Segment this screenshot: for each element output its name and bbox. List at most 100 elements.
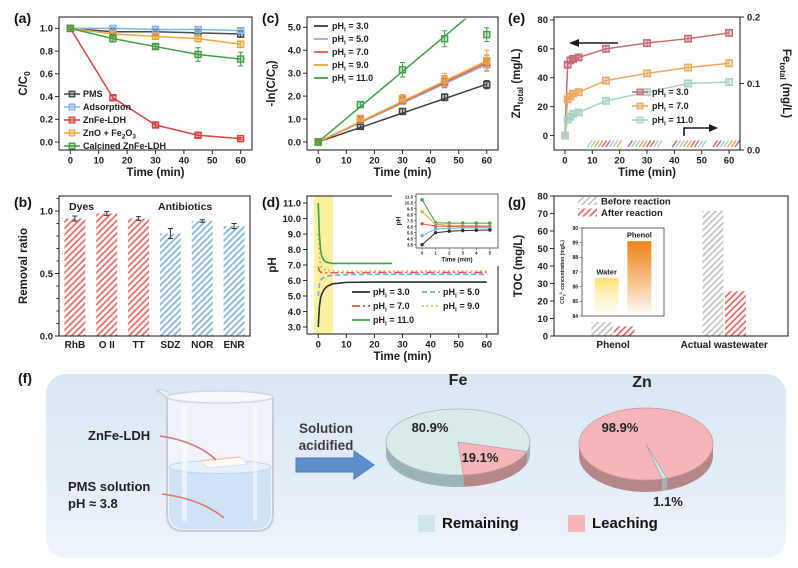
svg-text:11.0: 11.0 [283,198,301,209]
solution-acidified-line1: Solution [298,421,353,436]
svg-text:30: 30 [397,340,408,351]
panel-g-tag: (g) [508,194,526,210]
solution-acidified-label: Solution acidified [299,421,354,455]
pms-solution-label-line1: PMS solution [68,479,151,494]
svg-text:0.5: 0.5 [40,269,54,280]
svg-text:Calcined ZnFe-LDH: Calcined ZnFe-LDH [83,141,166,151]
svg-text:60: 60 [537,226,548,237]
svg-text:20: 20 [537,102,548,113]
svg-text:50: 50 [453,340,464,351]
pms-solution-label: PMS solution pH ≈ 3.8 [68,479,150,513]
svg-text:1: 1 [434,251,437,256]
svg-text:4.5: 4.5 [407,236,414,241]
svg-text:4.0: 4.0 [288,307,301,318]
svg-text:0: 0 [543,331,548,342]
svg-text:84: 84 [572,314,578,320]
svg-text:60: 60 [537,44,548,55]
svg-text:-ln(C/C0): -ln(C/C0) [266,60,280,106]
svg-text:0.0: 0.0 [747,145,760,156]
svg-text:7.0: 7.0 [288,260,301,271]
svg-text:0.8: 0.8 [40,46,53,57]
svg-text:pHi = 9.0: pHi = 9.0 [443,301,480,313]
svg-text:10.5: 10.5 [405,200,414,205]
svg-text:SDZ: SDZ [160,340,180,351]
panel-a: (a) 0 10 20 30 40 50 60 Time (min) 0.0 0.2 0.4 0.6 0… [12,6,258,180]
svg-text:90: 90 [572,226,578,232]
svg-text:10: 10 [587,156,598,167]
svg-text:30: 30 [642,156,653,167]
svg-text:Time (min): Time (min) [374,351,432,363]
svg-text:40: 40 [537,261,548,272]
panel-e-tag: (e) [508,10,526,26]
svg-text:After reaction: After reaction [601,208,663,219]
svg-text:10: 10 [537,314,548,325]
svg-text:1.0: 1.0 [288,114,301,125]
svg-text:C/C0: C/C0 [18,71,32,96]
panel-e-chart: 0 10 20 30 40 50 60 Time (min) 0 20 40 60 80 Zntotal … [511,12,792,179]
svg-text:70: 70 [537,209,548,220]
svg-text:40: 40 [537,73,548,84]
svg-text:89: 89 [572,240,578,246]
fe-pie-title: Fe [448,372,468,389]
svg-text:Zntotal (mg/L): Zntotal (mg/L) [511,48,525,118]
svg-text:0: 0 [562,156,567,167]
svg-text:7.5: 7.5 [407,218,414,223]
svg-text:Before reaction: Before reaction [601,197,671,208]
svg-text:0.0: 0.0 [40,331,53,342]
svg-text:60: 60 [481,156,492,167]
svg-text:Phenol: Phenol [596,340,630,351]
svg-text:CO32- concentration (mg/L): CO32- concentration (mg/L) [559,240,566,304]
svg-text:80: 80 [537,191,548,202]
svg-text:pHi = 7.0: pHi = 7.0 [652,101,689,113]
znfe-ldh-label: ZnFe-LDH [88,428,151,443]
svg-text:pHi = 9.0: pHi = 9.0 [332,60,369,72]
svg-text:5: 5 [489,251,492,256]
svg-text:11.5: 11.5 [405,194,414,199]
svg-text:3: 3 [462,251,465,256]
svg-text:pHi = 11.0: pHi = 11.0 [373,315,414,327]
svg-text:87: 87 [572,270,578,276]
svg-text:20: 20 [369,156,380,167]
svg-text:TT: TT [132,340,144,351]
svg-text:pHi = 5.0: pHi = 5.0 [332,34,369,46]
svg-text:Fetotal (mg/L): Fetotal (mg/L) [778,49,792,118]
panel-g: (g) Phenol Actual wastewater 0 10 20 30 40 50 60… [506,184,796,364]
pms-solution-label-line2: pH ≈ 3.8 [68,495,118,511]
svg-text:80: 80 [537,15,548,26]
svg-text:3.0: 3.0 [288,322,301,333]
svg-text:30: 30 [150,156,161,167]
svg-text:2.0: 2.0 [288,91,301,102]
svg-text:9.5: 9.5 [407,206,414,211]
svg-text:40: 40 [425,156,436,167]
panel-b: (b) RhB O II TT SDZ NOR ENR 0.0 0.5 1.0 Removal r… [12,184,258,364]
svg-text:pH: pH [267,257,279,272]
panel-c: (c) 0 10 20 30 40 50 60 Time (min) 0.0 1.0 2.0 3.0 4… [260,6,504,180]
legend-leaching-label: Leaching [592,515,658,532]
svg-text:0.0: 0.0 [288,137,301,148]
svg-text:0.2: 0.2 [40,115,53,126]
svg-text:30: 30 [537,279,548,290]
svg-text:88: 88 [572,255,578,261]
zn-leaching-pct: 98.9% [601,420,639,435]
svg-text:0.4: 0.4 [40,92,54,103]
svg-text:0.0: 0.0 [40,137,53,148]
svg-text:2: 2 [448,251,451,256]
svg-text:pHi = 11.0: pHi = 11.0 [332,73,373,85]
panel-c-tag: (c) [262,10,280,26]
svg-text:60: 60 [724,156,735,167]
svg-text:20: 20 [537,296,548,307]
svg-text:ZnFe-LDH: ZnFe-LDH [83,115,126,125]
svg-text:RhB: RhB [65,340,86,351]
legend-remaining-swatch [418,515,435,532]
svg-text:PMS: PMS [83,89,103,99]
svg-text:0: 0 [316,340,321,351]
svg-text:Time (min): Time (min) [441,257,472,264]
beaker-and-pies-illustration [155,389,714,532]
panel-d: (d) 0 10 20 30 40 50 60 Time (min) 3.0 4.0 5.0 6.0 7… [260,184,504,364]
svg-text:Water: Water [596,267,617,276]
svg-text:8.0: 8.0 [288,245,301,256]
svg-text:Time (min): Time (min) [127,167,185,179]
svg-text:TOC (mg/L): TOC (mg/L) [513,235,525,298]
legend-leaching-swatch [568,515,585,532]
